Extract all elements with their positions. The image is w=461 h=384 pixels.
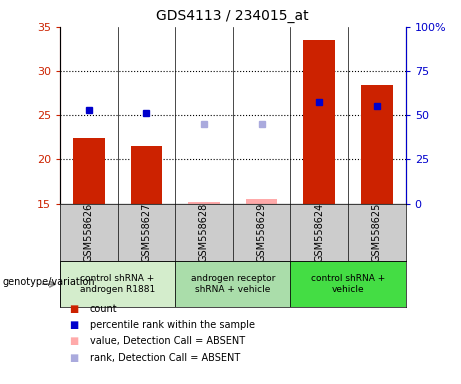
Bar (130, 146, 162, 204)
Text: ■: ■ (69, 320, 78, 330)
Text: GSM558629: GSM558629 (257, 203, 266, 262)
Text: GSM558625: GSM558625 (372, 203, 382, 262)
Text: ■: ■ (69, 353, 78, 362)
Bar (246, 199, 278, 204)
Bar (73, 138, 105, 204)
Text: percentile rank within the sample: percentile rank within the sample (90, 320, 255, 330)
Text: value, Detection Call = ABSENT: value, Detection Call = ABSENT (90, 336, 245, 346)
Bar (60, 261, 175, 307)
Text: androgen receptor
shRNA + vehicle: androgen receptor shRNA + vehicle (190, 275, 275, 294)
Bar (175, 261, 290, 307)
Text: control shRNA +
androgen R1881: control shRNA + androgen R1881 (80, 275, 155, 294)
Text: genotype/variation: genotype/variation (2, 277, 95, 287)
Bar (290, 261, 406, 307)
Bar (303, 40, 335, 204)
Text: ■: ■ (69, 336, 78, 346)
Title: GDS4113 / 234015_at: GDS4113 / 234015_at (156, 9, 309, 23)
Text: ■: ■ (69, 304, 78, 314)
Text: GSM558624: GSM558624 (314, 203, 324, 262)
Text: count: count (90, 304, 118, 314)
Bar (361, 85, 393, 204)
Text: rank, Detection Call = ABSENT: rank, Detection Call = ABSENT (90, 353, 240, 362)
Text: control shRNA +
vehicle: control shRNA + vehicle (311, 275, 385, 294)
Text: GSM558627: GSM558627 (142, 203, 151, 262)
Text: GSM558628: GSM558628 (199, 203, 209, 262)
Text: GSM558626: GSM558626 (84, 203, 94, 262)
Bar (188, 202, 220, 204)
